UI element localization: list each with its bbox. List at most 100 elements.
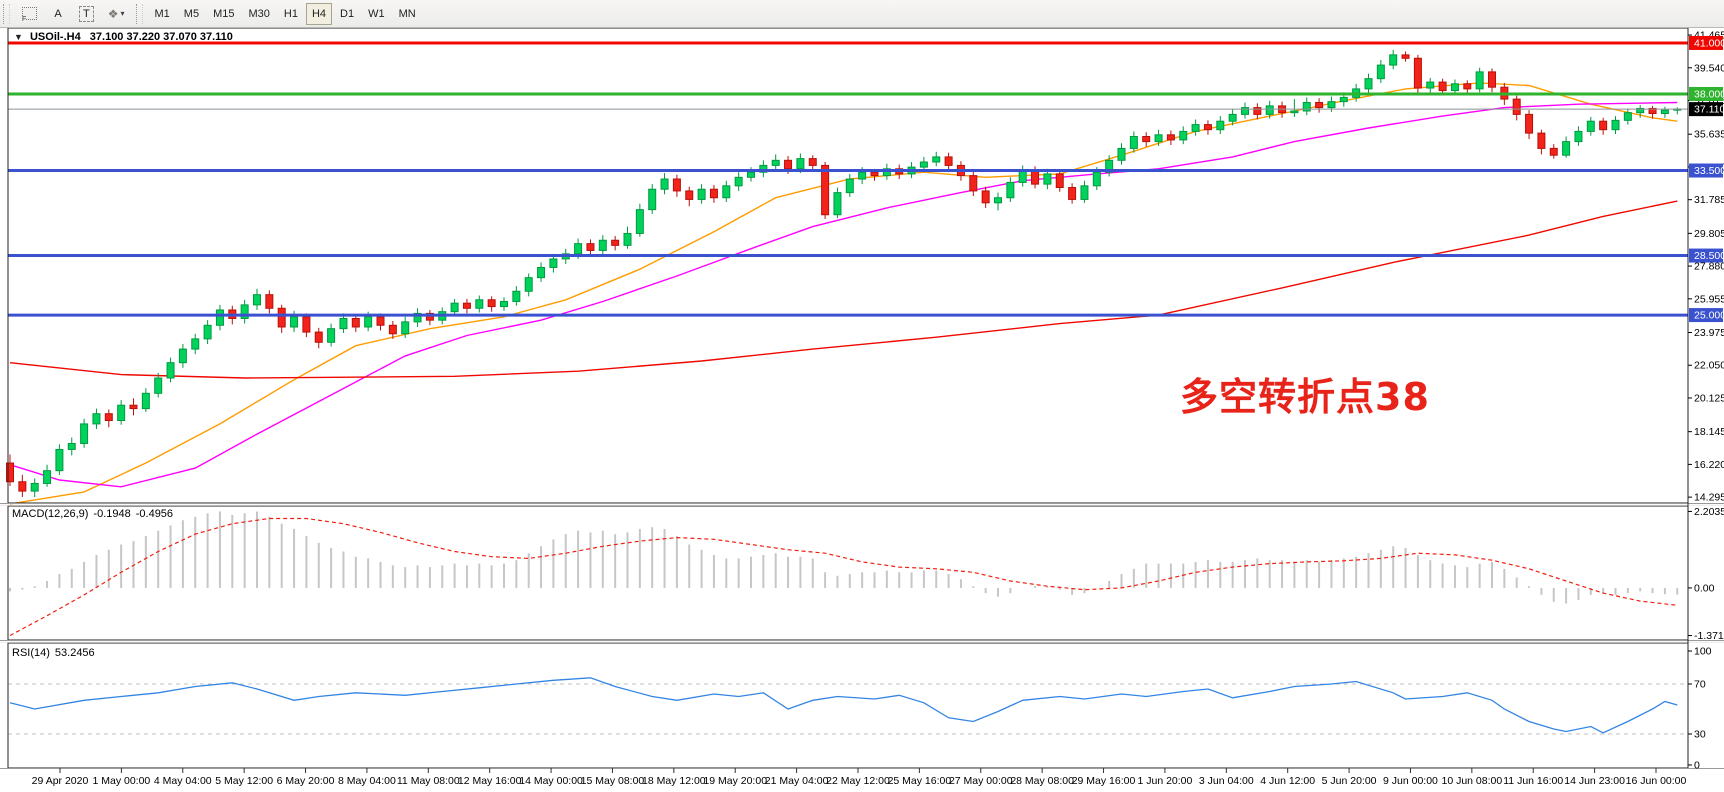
candlestick [722, 185, 731, 199]
candlestick [1265, 105, 1274, 115]
candlestick [648, 188, 657, 211]
candlestick [104, 413, 113, 422]
candlestick [574, 243, 583, 255]
candlestick [1488, 71, 1496, 88]
candlestick [1599, 120, 1608, 131]
timeframe-button-h4[interactable]: H4 [305, 2, 333, 25]
candlestick [524, 277, 533, 292]
candlestick [771, 159, 780, 166]
chevron-down-icon: ▾ [120, 9, 125, 18]
time-tick-label: 11 Jun 16:00 [1503, 775, 1563, 787]
time-tick-label: 12 May 16:00 [458, 775, 522, 787]
candlestick [611, 239, 620, 246]
time-tick-label: 11 May 08:00 [397, 775, 460, 787]
macd-name: MACD(12,26,9) [12, 508, 89, 520]
timeframe-button-h1[interactable]: H1 [278, 3, 304, 25]
candlestick [178, 348, 187, 364]
price-axis[interactable]: 41.46539.54037.61535.63533.71031.78529.8… [1688, 30, 1724, 772]
price-badge-label: 41.000 [1694, 37, 1724, 49]
price-badge-label: 38.000 [1694, 88, 1724, 100]
slow-ma-line [9, 200, 1678, 379]
rsi-label: RSI(14) 53.2456 [12, 647, 100, 659]
candlestick [944, 156, 953, 166]
candlestick [1586, 120, 1595, 132]
price-tick-label: 29.805 [1694, 228, 1724, 240]
price-tick-label: 14.295 [1694, 492, 1724, 504]
candlestick [1623, 112, 1632, 121]
toolbar: F A T ❖ ▾ M1 M5 M15 M30 H1 H4 D1 W1 MN [0, 0, 1724, 28]
candlestick [1092, 171, 1101, 187]
candlestick [401, 321, 410, 335]
candlestick [487, 299, 496, 308]
time-axis[interactable]: 29 Apr 2020 1 May 00:00 4 May 04:00 5 May 1… [32, 768, 1687, 787]
candlestick [784, 159, 793, 170]
ohlc-values: 37.100 37.220 37.070 37.110 [89, 31, 233, 43]
candlestick [1031, 170, 1040, 185]
candlestick [1450, 83, 1459, 92]
time-tick-label: 21 May 04:00 [765, 775, 829, 787]
macd-tick-label: 2.2035 [1694, 506, 1724, 518]
candlestick [339, 317, 348, 330]
toolbar-grip[interactable] [135, 3, 143, 24]
cursor-tool-button[interactable]: A [45, 3, 71, 25]
candlestick [80, 423, 89, 444]
candlestick [1117, 147, 1126, 161]
candlestick [1055, 173, 1064, 189]
candlestick [759, 164, 768, 173]
timeframe-button-m1[interactable]: M1 [149, 3, 176, 25]
time-tick-label: 22 May 12:00 [826, 775, 890, 787]
panel-bg [8, 643, 1688, 768]
candlestick [240, 304, 249, 319]
colors-button[interactable]: ❖ ▾ [102, 3, 131, 25]
candlestick [549, 258, 558, 268]
candlestick [1339, 96, 1348, 103]
candlestick [1018, 170, 1027, 183]
candlestick [672, 178, 681, 192]
candlestick [1549, 147, 1558, 156]
panel-bg [8, 506, 1688, 640]
timeframe-button-d1[interactable]: D1 [334, 3, 360, 25]
time-tick-label: 10 Jun 08:00 [1441, 775, 1502, 787]
panel-bg [8, 28, 1688, 503]
price-badge-label: 33.500 [1694, 165, 1724, 177]
price-tick-label: 16.220 [1694, 459, 1724, 471]
time-tick-label: 25 May 16:00 [888, 775, 952, 787]
time-tick-label: 6 May 20:00 [277, 775, 335, 787]
time-tick-label: 5 Jun 20:00 [1322, 775, 1377, 787]
rsi-tick-label: 0 [1694, 760, 1700, 772]
candlestick [475, 299, 484, 309]
candlestick [697, 188, 706, 200]
toolbar-grip[interactable] [3, 3, 10, 24]
candlestick [1216, 120, 1225, 131]
chart-canvas[interactable]: 41.46539.54037.61535.63533.71031.78529.8… [0, 28, 1724, 792]
macd-tick-label: 0.00 [1694, 582, 1715, 594]
candlestick [598, 239, 607, 251]
text-tool-button[interactable]: T [73, 3, 100, 25]
candlestick [734, 176, 743, 187]
chart-annotation-text[interactable]: 多空转折点38 [1180, 375, 1430, 419]
templates-button[interactable]: F [16, 3, 43, 25]
rsi-tick-label: 70 [1694, 679, 1706, 691]
timeframe-button-m15[interactable]: M15 [207, 3, 240, 25]
candlestick [1043, 173, 1052, 185]
candlestick [1068, 187, 1077, 200]
timeframe-group: M1 M5 M15 M30 H1 H4 D1 W1 MN [149, 2, 422, 25]
candlestick [1463, 83, 1472, 90]
price-badge-label: 25.000 [1694, 310, 1724, 322]
timeframe-button-w1[interactable]: W1 [362, 3, 391, 25]
arrow-tool-label: A [54, 7, 62, 20]
timeframe-button-mn[interactable]: MN [393, 3, 422, 25]
time-tick-label: 15 May 08:00 [581, 775, 645, 787]
candlestick [994, 197, 1002, 204]
symbol-dropdown-icon[interactable]: ▼ [14, 32, 23, 42]
candlestick [1525, 113, 1534, 134]
candlestick [6, 462, 14, 483]
candlestick [747, 171, 755, 178]
candlestick [660, 178, 669, 190]
candlestick [277, 307, 286, 328]
price-badge [1689, 86, 1723, 101]
candlestick [265, 294, 274, 309]
timeframe-button-m5[interactable]: M5 [178, 3, 205, 25]
timeframe-button-m30[interactable]: M30 [242, 3, 275, 25]
price-tick-label: 31.785 [1694, 194, 1724, 206]
